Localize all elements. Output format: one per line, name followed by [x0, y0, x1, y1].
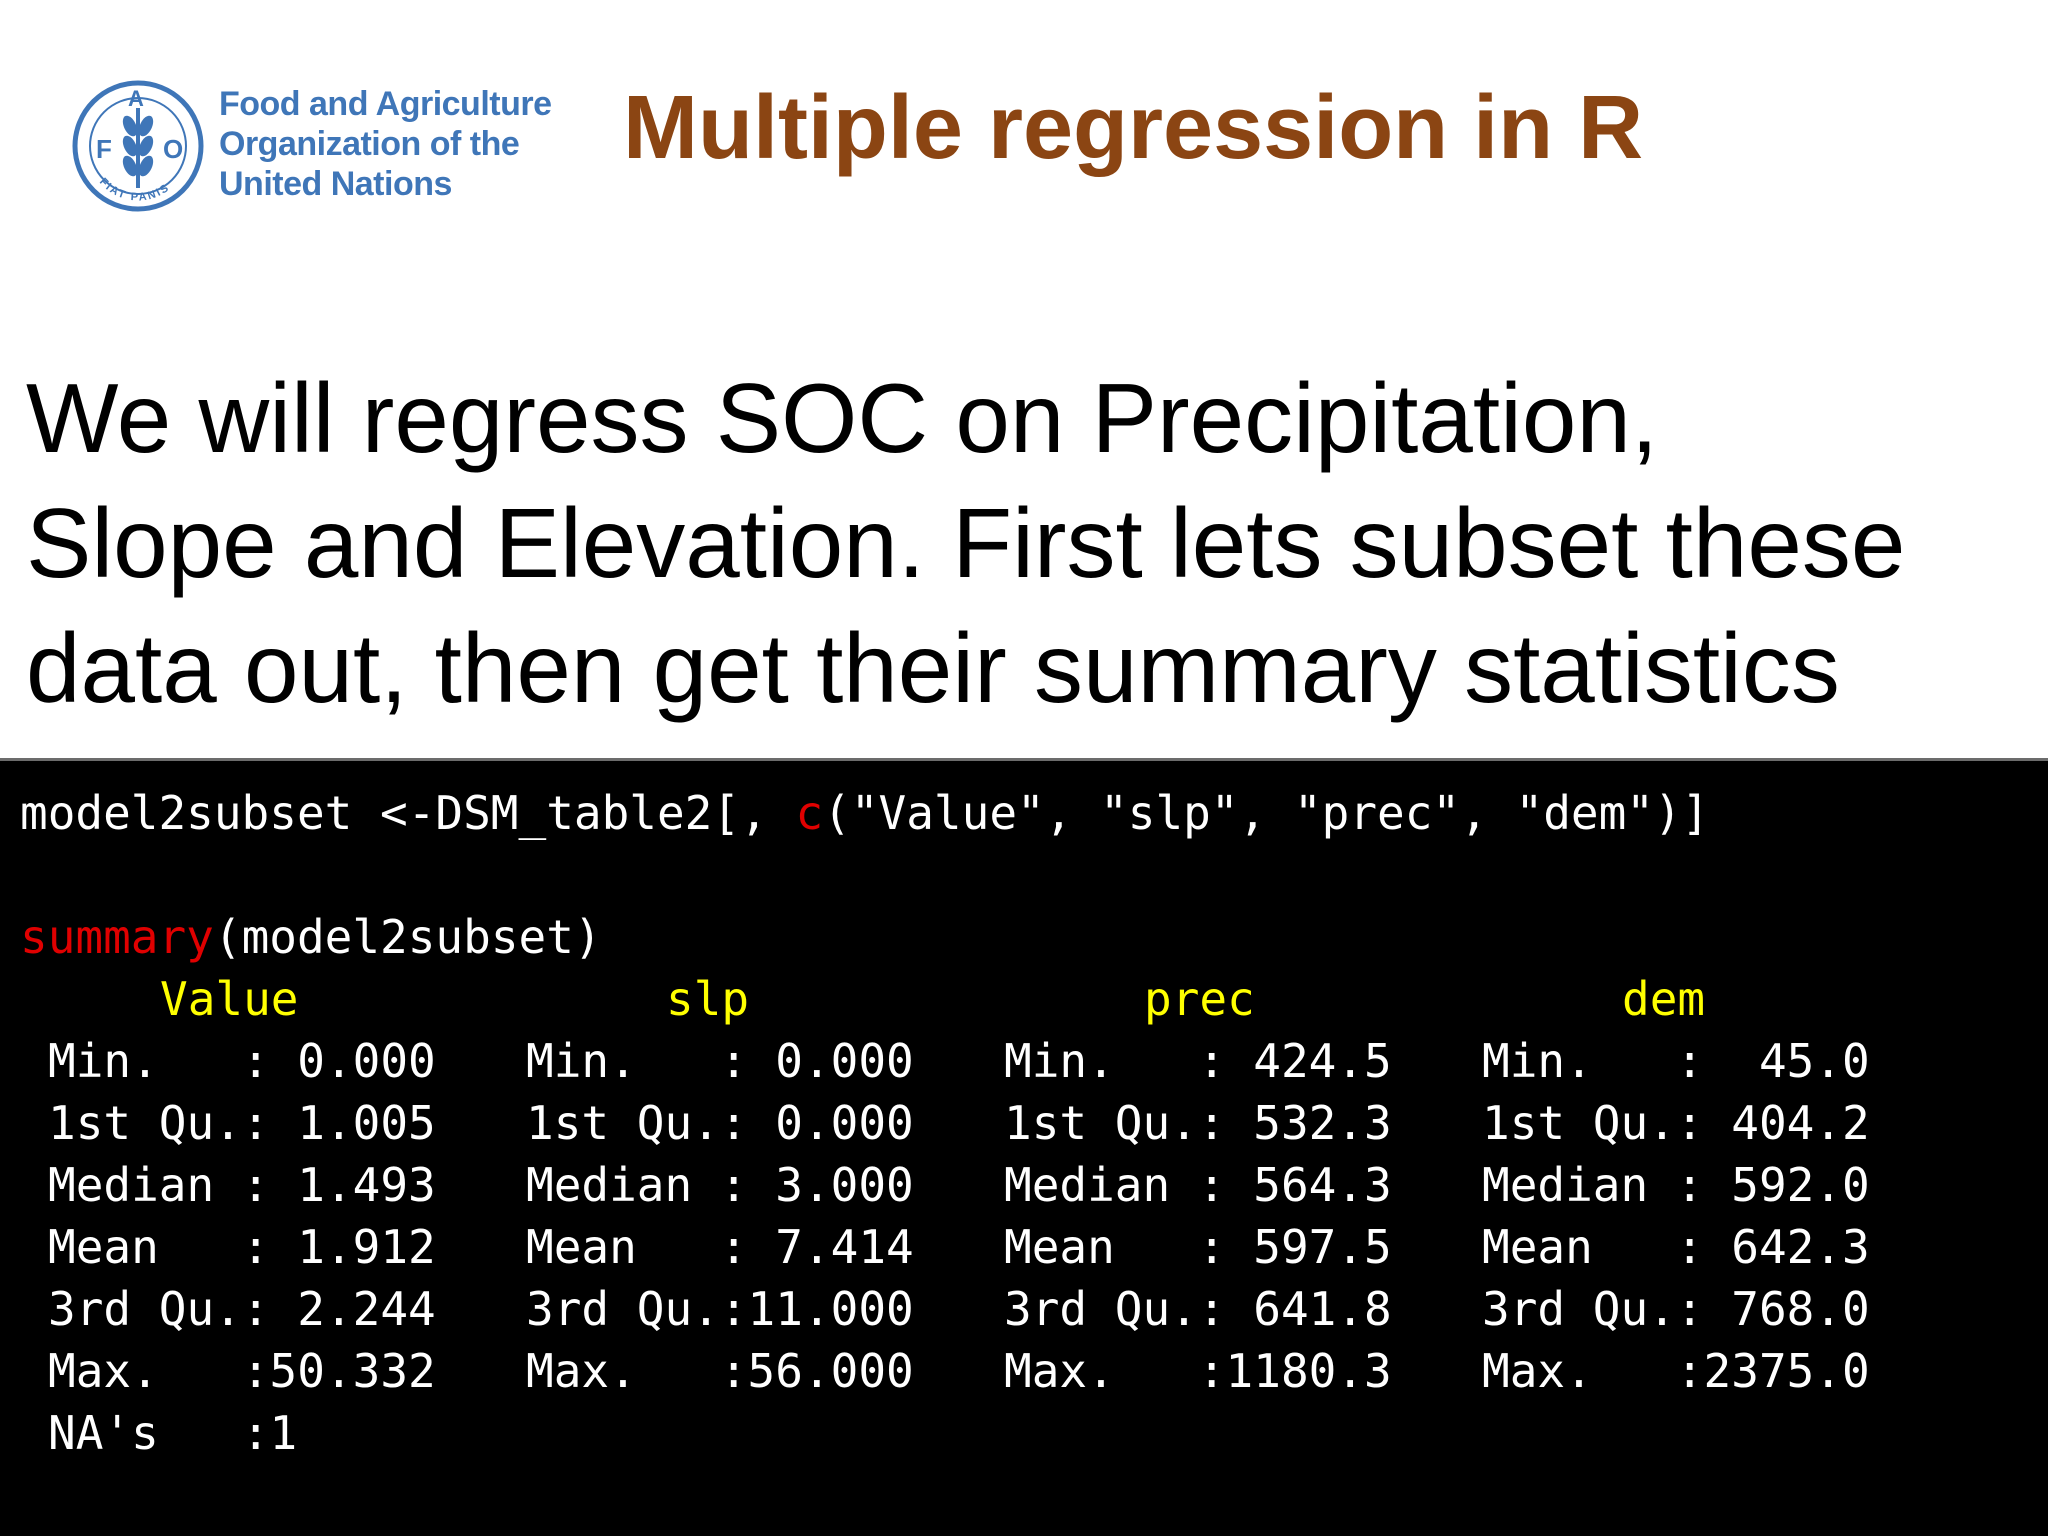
intro-line-3: data out, then get their summary statist…: [26, 613, 1840, 723]
slp-stat-min: Min. : 0.000: [526, 1034, 914, 1088]
dem-stat-min: Min. : 45.0: [1482, 1034, 1870, 1088]
value-stat-na: NA's :1: [48, 1406, 298, 1460]
slp-stat-q1: 1st Qu.: 0.000: [526, 1096, 914, 1150]
intro-text: We will regress SOC on Precipitation, Sl…: [26, 356, 2026, 731]
slide-title: Multiple regression in R: [623, 78, 1644, 178]
slp-stat-median: Median : 3.000: [526, 1158, 914, 1212]
column-header-prec: prec: [1144, 972, 1255, 1026]
value-stat-median: Median : 1.493: [48, 1158, 436, 1212]
org-name-line-3: United Nations: [219, 165, 452, 203]
command-summary-args: (model2subset): [213, 910, 602, 964]
emblem-letter-o: O: [163, 134, 183, 164]
organization-name: Food and Agriculture Organization of the…: [219, 84, 552, 204]
prec-stat-q3: 3rd Qu.: 641.8: [1004, 1282, 1392, 1336]
org-name-line-2: Organization of the: [219, 125, 520, 163]
value-stat-q3: 3rd Qu.: 2.244: [48, 1282, 436, 1336]
slp-stat-q3: 3rd Qu.:11.000: [526, 1282, 914, 1336]
dem-stat-mean: Mean : 642.3: [1482, 1220, 1870, 1274]
column-header-value: Value: [160, 972, 299, 1026]
c-function: c: [795, 786, 824, 840]
value-stat-min: Min. : 0.000: [48, 1034, 436, 1088]
dem-stat-q1: 1st Qu.: 404.2: [1482, 1096, 1870, 1150]
intro-line-1: We will regress SOC on Precipitation,: [26, 363, 1659, 473]
prec-stat-mean: Mean : 597.5: [1004, 1220, 1392, 1274]
fao-emblem-icon: F A O FIAT PANIS: [72, 80, 204, 212]
command-subset: model2subset <-DSM_table2[, c("Value", "…: [20, 783, 1709, 843]
slp-stat-max: Max. :56.000: [526, 1344, 914, 1398]
intro-line-2: Slope and Elevation. First lets subset t…: [26, 488, 1906, 598]
column-header-dem: dem: [1622, 972, 1706, 1026]
dem-stat-median: Median : 592.0: [1482, 1158, 1870, 1212]
value-stat-q1: 1st Qu.: 1.005: [48, 1096, 436, 1150]
prec-stat-min: Min. : 424.5: [1004, 1034, 1392, 1088]
dem-stat-max: Max. :2375.0: [1482, 1344, 1870, 1398]
command-subset-prefix: model2subset <-DSM_table2[,: [20, 786, 796, 840]
slp-stat-mean: Mean : 7.414: [526, 1220, 914, 1274]
summary-function: summary: [20, 910, 214, 964]
prec-stat-median: Median : 564.3: [1004, 1158, 1392, 1212]
r-console: model2subset <-DSM_table2[, c("Value", "…: [0, 758, 2048, 1536]
prec-stat-max: Max. :1180.3: [1004, 1344, 1392, 1398]
emblem-letter-f: F: [96, 134, 112, 164]
dem-stat-q3: 3rd Qu.: 768.0: [1482, 1282, 1870, 1336]
command-summary: summary(model2subset): [20, 907, 602, 967]
command-subset-args: ("Value", "slp", "prec", "dem")]: [823, 786, 1710, 840]
org-name-line-1: Food and Agriculture: [219, 85, 552, 123]
emblem-letter-a: A: [128, 86, 144, 111]
value-stat-max: Max. :50.332: [48, 1344, 436, 1398]
prec-stat-q1: 1st Qu.: 532.3: [1004, 1096, 1392, 1150]
column-header-slp: slp: [666, 972, 750, 1026]
value-stat-mean: Mean : 1.912: [48, 1220, 436, 1274]
